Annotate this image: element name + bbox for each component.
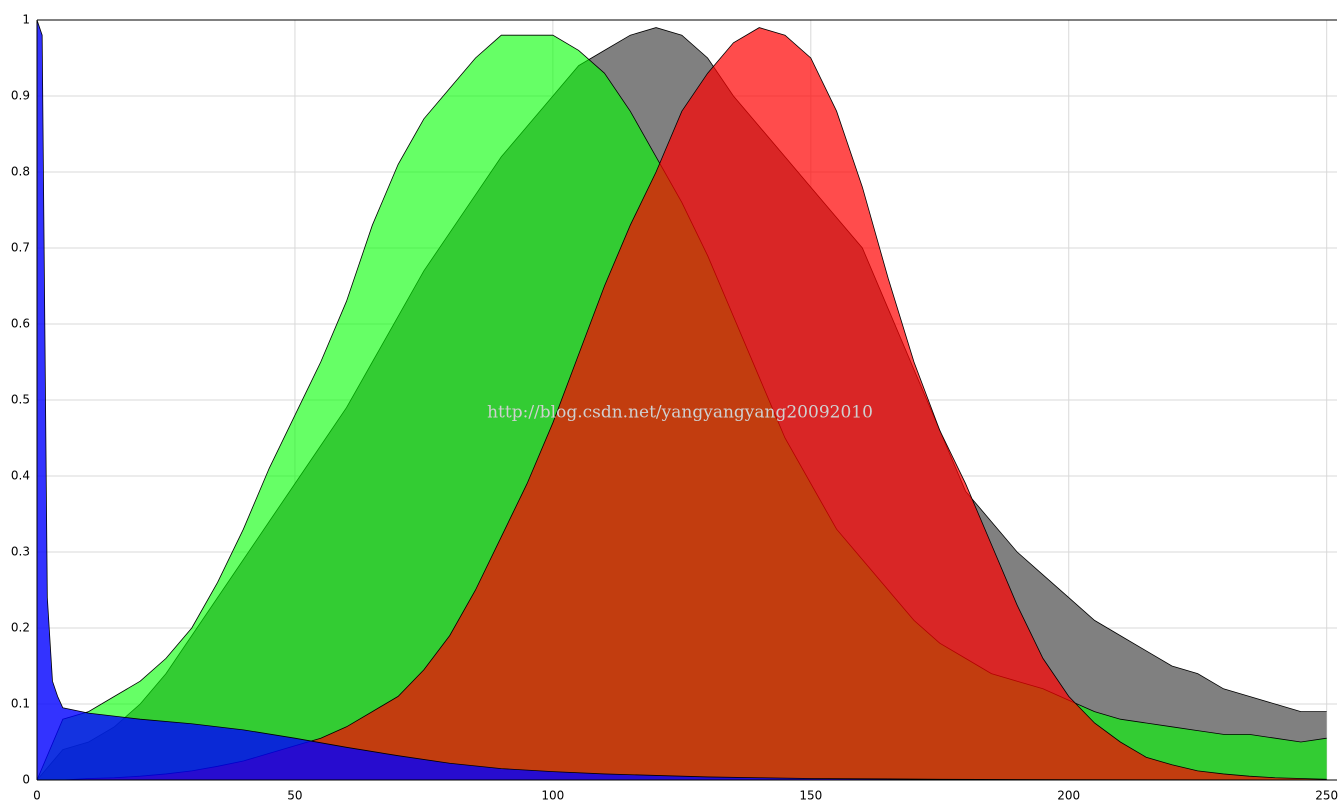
- y-tick-label: 0.5: [11, 393, 30, 407]
- area-fill: [37, 27, 1327, 781]
- y-tick-label: 0.9: [11, 89, 30, 103]
- y-tick-label: 0.3: [11, 545, 30, 559]
- y-tick-label: 0.2: [11, 621, 30, 635]
- x-tick-label: 250: [1315, 789, 1338, 803]
- y-tick-label: 0.6: [11, 317, 30, 331]
- x-tick-label: 50: [287, 789, 302, 803]
- y-tick-label: 0: [22, 773, 30, 787]
- y-tick-label: 0.4: [11, 469, 30, 483]
- watermark: http://blog.csdn.net/yangyangyang2009201…: [487, 403, 873, 423]
- x-tick-label: 200: [1057, 789, 1080, 803]
- x-tick-label: 0: [33, 789, 41, 803]
- y-tick-label: 0.8: [11, 165, 30, 179]
- y-tick-label: 0.7: [11, 241, 30, 255]
- x-tick-label: 150: [799, 789, 822, 803]
- area-outline: [36, 19, 1327, 781]
- y-tick-label: 0.1: [11, 697, 30, 711]
- y-tick-label: 1: [22, 13, 30, 27]
- x-tick-label: 100: [541, 789, 564, 803]
